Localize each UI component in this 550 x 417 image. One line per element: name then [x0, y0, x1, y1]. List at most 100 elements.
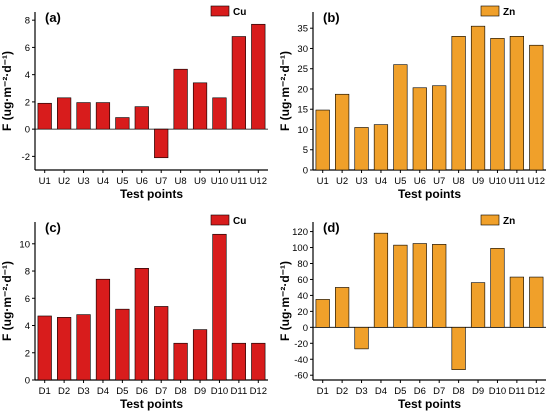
x-tick-label: D5: [394, 386, 406, 397]
y-tick-label: 120: [292, 227, 308, 238]
bar-D3: [354, 327, 369, 350]
x-tick-label: U5: [116, 176, 128, 187]
bar-U11: [231, 36, 246, 130]
bar-D5: [115, 308, 130, 381]
bar-U10: [490, 38, 505, 171]
bar-U9: [470, 25, 486, 171]
x-tick-label: U9: [194, 176, 206, 187]
y-tick-label: -40: [294, 355, 308, 366]
bar-D4: [373, 232, 389, 328]
y-tick-label: 60: [297, 275, 308, 286]
legend-label: Cu: [233, 216, 246, 227]
bar-D5: [393, 244, 408, 328]
x-tick-label: D10: [489, 386, 506, 397]
bar-D9: [192, 329, 208, 381]
bar-D1: [315, 299, 330, 328]
y-axis-title: F (ug·m⁻²·d⁻¹): [0, 261, 14, 341]
bar-U1: [315, 109, 330, 171]
y-tick-label: 8: [25, 267, 30, 278]
x-tick-label: U9: [472, 176, 484, 187]
legend-label: Zn: [503, 216, 515, 227]
x-tick-label: D8: [453, 386, 465, 397]
chart-panel-3: -60 -40 -20 0 20 40 60 80 100 120 D1 D2 D3 D4 D5 D6 D7 D8…: [278, 214, 546, 411]
bar-D12: [529, 276, 544, 328]
x-tick-label: D7: [433, 386, 445, 397]
x-tick-label: U2: [58, 176, 70, 187]
y-tick-label: 6: [25, 294, 30, 305]
y-tick-label: 30: [297, 44, 308, 55]
y-tick-label: 10: [297, 125, 308, 136]
bar-U7: [154, 128, 169, 159]
x-tick-label: D10: [211, 386, 228, 397]
x-tick-label: D8: [175, 386, 187, 397]
x-tick-label: U11: [231, 176, 248, 187]
bar-U5: [115, 117, 130, 130]
y-tick-label: 0: [303, 166, 308, 177]
x-tick-label: D12: [528, 386, 545, 397]
panel-label: (d): [323, 220, 340, 235]
panel-label: (a): [45, 10, 61, 25]
bar-D9: [470, 282, 486, 328]
bar-D10: [212, 233, 227, 381]
x-axis-title: Test points: [120, 187, 183, 201]
y-tick-label: 4: [25, 321, 30, 332]
bar-D10: [490, 248, 505, 328]
x-tick-label: D3: [77, 386, 89, 397]
bar-U8: [451, 36, 466, 171]
bar-U8: [173, 68, 188, 130]
y-tick-label: -20: [294, 339, 308, 350]
x-tick-label: U8: [453, 176, 465, 187]
bar-U3: [76, 102, 91, 130]
chart-panel-1: 0 5 10 15 20 25 30 35 U1 U2 U3 U4 U5 U6 U7 U8 U9 U10 U11 U1…: [278, 5, 546, 201]
x-tick-label: D2: [58, 386, 70, 397]
bar-D8: [451, 327, 466, 370]
x-tick-label: D7: [155, 386, 167, 397]
x-tick-label: U10: [211, 176, 228, 187]
bar-U5: [393, 64, 408, 171]
x-tick-label: D9: [194, 386, 206, 397]
x-tick-label: U10: [489, 176, 506, 187]
bar-U4: [95, 102, 111, 130]
y-axis-title: F (ug·m⁻²·d⁻¹): [278, 261, 292, 341]
x-tick-label: D1: [39, 386, 51, 397]
bar-D11: [231, 342, 246, 381]
bar-U6: [134, 106, 149, 130]
bar-D6: [412, 243, 427, 328]
y-tick-label: 0: [25, 376, 30, 387]
bar-U7: [432, 85, 447, 171]
y-tick-label: 6: [25, 43, 30, 54]
x-tick-label: U7: [155, 176, 167, 187]
y-tick-label: -60: [294, 371, 308, 382]
bar-U9: [192, 82, 208, 130]
x-tick-label: U5: [394, 176, 406, 187]
y-tick-label: 2: [25, 348, 30, 359]
bar-U10: [212, 97, 227, 130]
y-axis-title: F (ug·m⁻²·d⁻¹): [0, 51, 14, 131]
x-tick-label: U7: [433, 176, 445, 187]
x-tick-label: U6: [414, 176, 426, 187]
x-tick-label: U8: [175, 176, 187, 187]
panel-label: (b): [323, 10, 340, 25]
bar-D2: [57, 317, 72, 381]
bar-D12: [251, 342, 266, 381]
bar-U4: [373, 124, 389, 171]
legend-label: Zn: [503, 7, 515, 18]
x-axis-title: Test points: [398, 187, 461, 201]
y-tick-label: 10: [19, 239, 30, 250]
x-tick-label: D1: [317, 386, 329, 397]
y-tick-label: 100: [292, 243, 308, 254]
x-tick-label: D3: [355, 386, 367, 397]
bar-U6: [412, 87, 427, 171]
chart-panel-0: -2 0 2 4 6 8 U1 U2 U3 U4 U5 U6 U7 U8 U9 U10 U11 U12 Test p…: [0, 5, 268, 201]
y-tick-label: 25: [297, 64, 308, 75]
x-tick-label: D11: [509, 386, 526, 397]
x-tick-label: D4: [375, 386, 387, 397]
y-tick-label: 5: [303, 145, 308, 156]
x-tick-label: U11: [509, 176, 526, 187]
bar-U2: [57, 97, 72, 130]
x-axis-title: Test points: [398, 397, 461, 411]
y-axis-title: F (ug·m⁻²·d⁻¹): [278, 51, 292, 131]
x-tick-label: U1: [317, 176, 329, 187]
x-tick-label: D6: [136, 386, 148, 397]
